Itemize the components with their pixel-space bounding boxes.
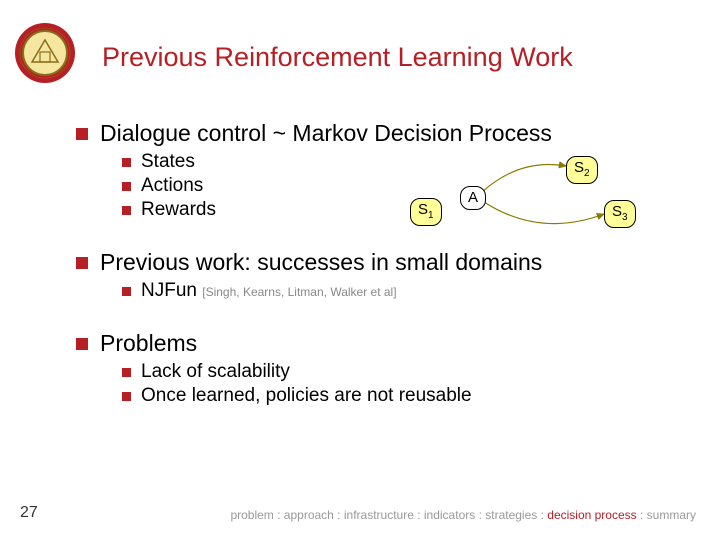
square-bullet-icon: [76, 128, 88, 140]
state-node-s3: S3: [604, 200, 636, 228]
square-bullet-icon: [122, 287, 131, 296]
slide-number: 27: [20, 504, 38, 522]
state-node-s2: S2: [566, 156, 598, 184]
sub-bullet-njfun: NJFun [Singh, Kearns, Litman, Walker et …: [122, 280, 690, 302]
bullet-text: Dialogue control ~ Markov Decision Proce…: [100, 120, 552, 147]
bullet-text: Problems: [100, 330, 197, 357]
square-bullet-icon: [76, 338, 88, 350]
university-seal-logo: [14, 22, 76, 84]
square-bullet-icon: [76, 257, 88, 269]
mdp-diagram: S1 A S2 S3: [400, 148, 660, 258]
citation-text: [Singh, Kearns, Litman, Walker et al]: [202, 285, 396, 299]
square-bullet-icon: [122, 392, 131, 401]
sub-bullet-reusable: Once learned, policies are not reusable: [122, 385, 690, 407]
square-bullet-icon: [122, 368, 131, 377]
bullet-problems: Problems Lack of scalability Once learne…: [76, 330, 690, 407]
sub-bullet-scalability: Lack of scalability: [122, 361, 690, 383]
action-node-a: A: [460, 186, 486, 210]
state-node-s1: S1: [410, 198, 442, 226]
square-bullet-icon: [122, 158, 131, 167]
square-bullet-icon: [122, 182, 131, 191]
slide-title: Previous Reinforcement Learning Work: [102, 42, 573, 73]
square-bullet-icon: [122, 206, 131, 215]
breadcrumb: problem : approach : infrastructure : in…: [230, 508, 696, 522]
